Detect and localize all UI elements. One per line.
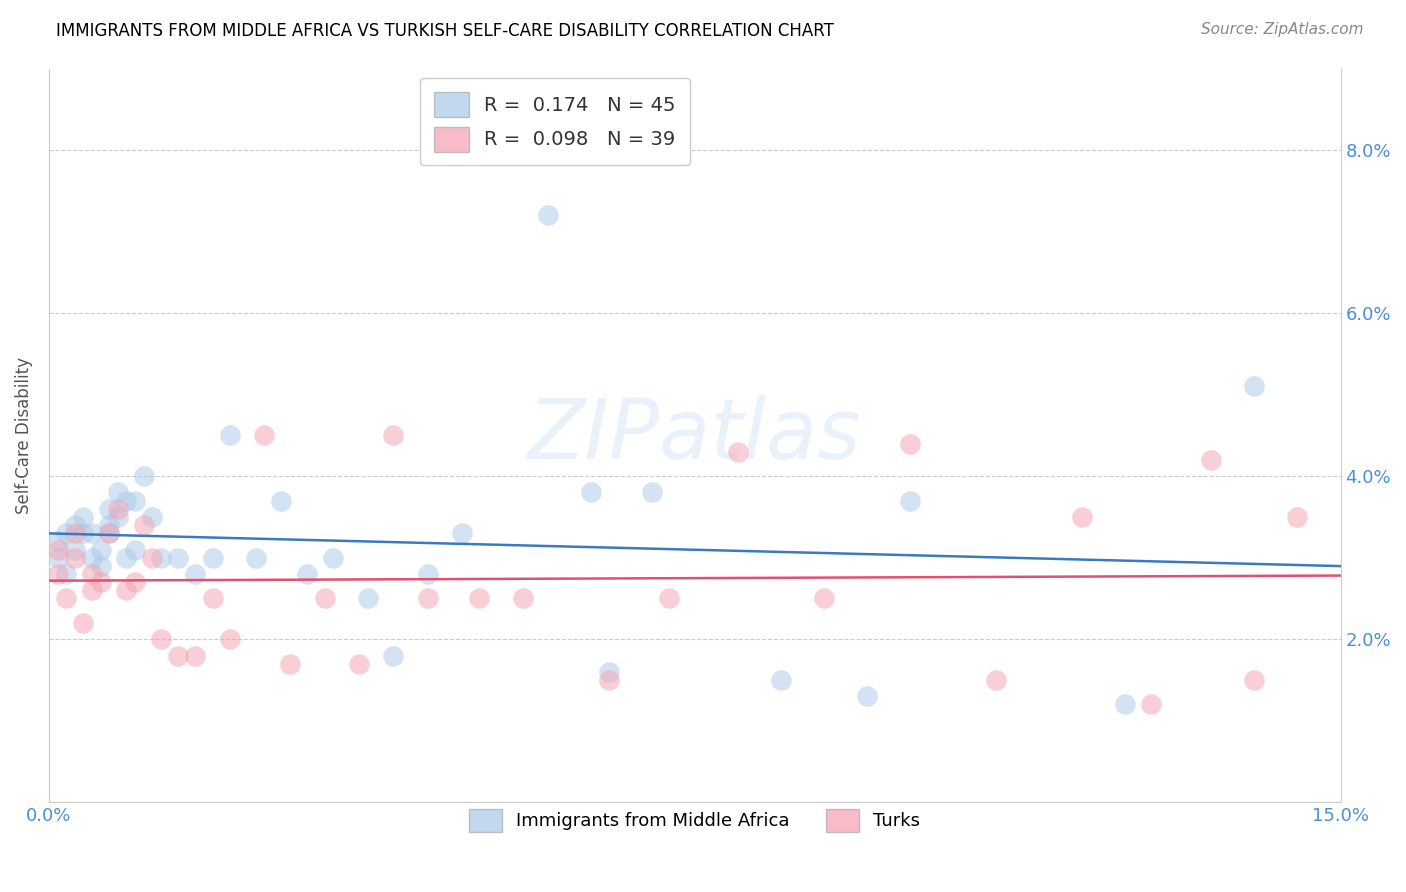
Point xyxy=(1201,453,1223,467)
Point xyxy=(107,485,129,500)
Point xyxy=(167,648,190,663)
Point xyxy=(141,510,163,524)
Point xyxy=(1140,698,1163,712)
Point xyxy=(1243,673,1265,687)
Point xyxy=(658,591,681,606)
Point xyxy=(468,591,491,606)
Point xyxy=(98,526,121,541)
Point xyxy=(347,657,370,671)
Point xyxy=(63,550,86,565)
Point xyxy=(149,632,172,647)
Point xyxy=(149,550,172,565)
Point xyxy=(80,566,103,581)
Point xyxy=(115,493,138,508)
Point xyxy=(55,526,77,541)
Point xyxy=(856,690,879,704)
Point xyxy=(641,485,664,500)
Point xyxy=(598,665,620,679)
Point xyxy=(132,518,155,533)
Point xyxy=(769,673,792,687)
Point xyxy=(356,591,378,606)
Point xyxy=(1286,510,1309,524)
Point xyxy=(898,493,921,508)
Point xyxy=(1071,510,1094,524)
Point xyxy=(512,591,534,606)
Point xyxy=(63,542,86,557)
Point xyxy=(167,550,190,565)
Point xyxy=(201,550,224,565)
Point xyxy=(898,436,921,450)
Point xyxy=(46,550,69,565)
Point xyxy=(218,632,240,647)
Point xyxy=(416,591,439,606)
Point xyxy=(1114,698,1136,712)
Point xyxy=(245,550,267,565)
Point xyxy=(581,485,603,500)
Point xyxy=(813,591,835,606)
Point xyxy=(80,550,103,565)
Point xyxy=(322,550,344,565)
Point xyxy=(132,469,155,483)
Point xyxy=(416,566,439,581)
Point xyxy=(98,526,121,541)
Point xyxy=(141,550,163,565)
Point xyxy=(451,526,474,541)
Point xyxy=(55,566,77,581)
Point xyxy=(55,591,77,606)
Point xyxy=(80,526,103,541)
Point xyxy=(184,648,207,663)
Point xyxy=(46,542,69,557)
Point xyxy=(598,673,620,687)
Point xyxy=(124,493,146,508)
Point xyxy=(46,534,69,549)
Y-axis label: Self-Care Disability: Self-Care Disability xyxy=(15,357,32,514)
Point xyxy=(270,493,292,508)
Point xyxy=(90,558,112,573)
Point xyxy=(382,428,405,442)
Point xyxy=(63,526,86,541)
Text: ZIPatlas: ZIPatlas xyxy=(527,395,862,476)
Point xyxy=(124,542,146,557)
Point xyxy=(297,566,319,581)
Point xyxy=(63,518,86,533)
Point xyxy=(98,501,121,516)
Point xyxy=(46,566,69,581)
Point xyxy=(727,444,749,458)
Point xyxy=(72,615,94,630)
Point xyxy=(115,583,138,598)
Point xyxy=(107,510,129,524)
Point xyxy=(278,657,301,671)
Point xyxy=(201,591,224,606)
Point xyxy=(314,591,336,606)
Legend: Immigrants from Middle Africa, Turks: Immigrants from Middle Africa, Turks xyxy=(457,797,932,845)
Point xyxy=(382,648,405,663)
Point xyxy=(98,518,121,533)
Point xyxy=(72,510,94,524)
Point xyxy=(107,501,129,516)
Point xyxy=(115,550,138,565)
Text: IMMIGRANTS FROM MIDDLE AFRICA VS TURKISH SELF-CARE DISABILITY CORRELATION CHART: IMMIGRANTS FROM MIDDLE AFRICA VS TURKISH… xyxy=(56,22,834,40)
Point xyxy=(90,575,112,590)
Point xyxy=(80,583,103,598)
Point xyxy=(1243,379,1265,393)
Point xyxy=(218,428,240,442)
Point xyxy=(253,428,276,442)
Point xyxy=(124,575,146,590)
Point xyxy=(184,566,207,581)
Text: Source: ZipAtlas.com: Source: ZipAtlas.com xyxy=(1201,22,1364,37)
Point xyxy=(537,208,560,222)
Point xyxy=(72,526,94,541)
Point xyxy=(90,542,112,557)
Point xyxy=(984,673,1007,687)
